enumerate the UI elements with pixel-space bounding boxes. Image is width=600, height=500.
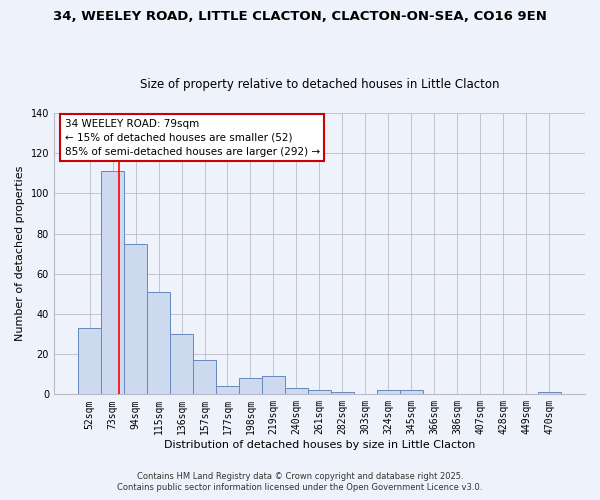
Bar — [101, 172, 124, 394]
Bar — [331, 392, 354, 394]
Bar — [538, 392, 561, 394]
Bar — [308, 390, 331, 394]
Bar — [124, 244, 147, 394]
Text: Contains HM Land Registry data © Crown copyright and database right 2025.
Contai: Contains HM Land Registry data © Crown c… — [118, 472, 482, 492]
Bar — [239, 378, 262, 394]
Bar — [216, 386, 239, 394]
Text: 34 WEELEY ROAD: 79sqm
← 15% of detached houses are smaller (52)
85% of semi-deta: 34 WEELEY ROAD: 79sqm ← 15% of detached … — [65, 118, 320, 156]
Bar — [78, 328, 101, 394]
Bar — [400, 390, 423, 394]
Text: 34, WEELEY ROAD, LITTLE CLACTON, CLACTON-ON-SEA, CO16 9EN: 34, WEELEY ROAD, LITTLE CLACTON, CLACTON… — [53, 10, 547, 23]
Bar — [262, 376, 285, 394]
Bar — [285, 388, 308, 394]
Y-axis label: Number of detached properties: Number of detached properties — [15, 166, 25, 342]
Bar — [170, 334, 193, 394]
Bar — [193, 360, 216, 394]
Bar — [147, 292, 170, 394]
X-axis label: Distribution of detached houses by size in Little Clacton: Distribution of detached houses by size … — [164, 440, 475, 450]
Bar — [377, 390, 400, 394]
Title: Size of property relative to detached houses in Little Clacton: Size of property relative to detached ho… — [140, 78, 499, 91]
